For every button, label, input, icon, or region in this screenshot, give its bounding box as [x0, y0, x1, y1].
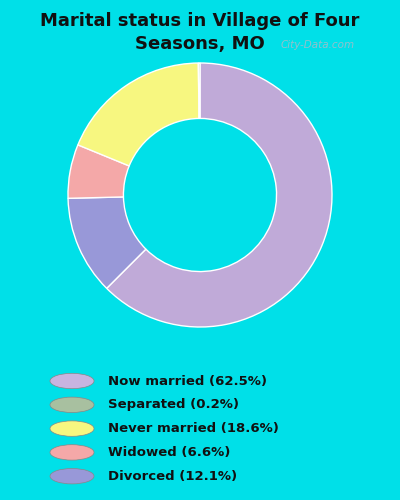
Text: Now married (62.5%): Now married (62.5%) [108, 374, 267, 388]
Circle shape [50, 468, 94, 484]
Wedge shape [107, 63, 332, 327]
Wedge shape [68, 145, 129, 199]
Text: City-Data.com: City-Data.com [281, 40, 355, 50]
Text: Marital status in Village of Four
Seasons, MO: Marital status in Village of Four Season… [40, 12, 360, 52]
Text: Widowed (6.6%): Widowed (6.6%) [108, 446, 230, 459]
Circle shape [50, 374, 94, 388]
Circle shape [50, 397, 94, 412]
Wedge shape [198, 63, 200, 118]
Text: Divorced (12.1%): Divorced (12.1%) [108, 470, 237, 482]
Text: Never married (18.6%): Never married (18.6%) [108, 422, 279, 435]
Circle shape [50, 421, 94, 436]
Circle shape [50, 444, 94, 460]
Wedge shape [78, 63, 199, 166]
Text: Separated (0.2%): Separated (0.2%) [108, 398, 239, 411]
Wedge shape [68, 197, 146, 288]
